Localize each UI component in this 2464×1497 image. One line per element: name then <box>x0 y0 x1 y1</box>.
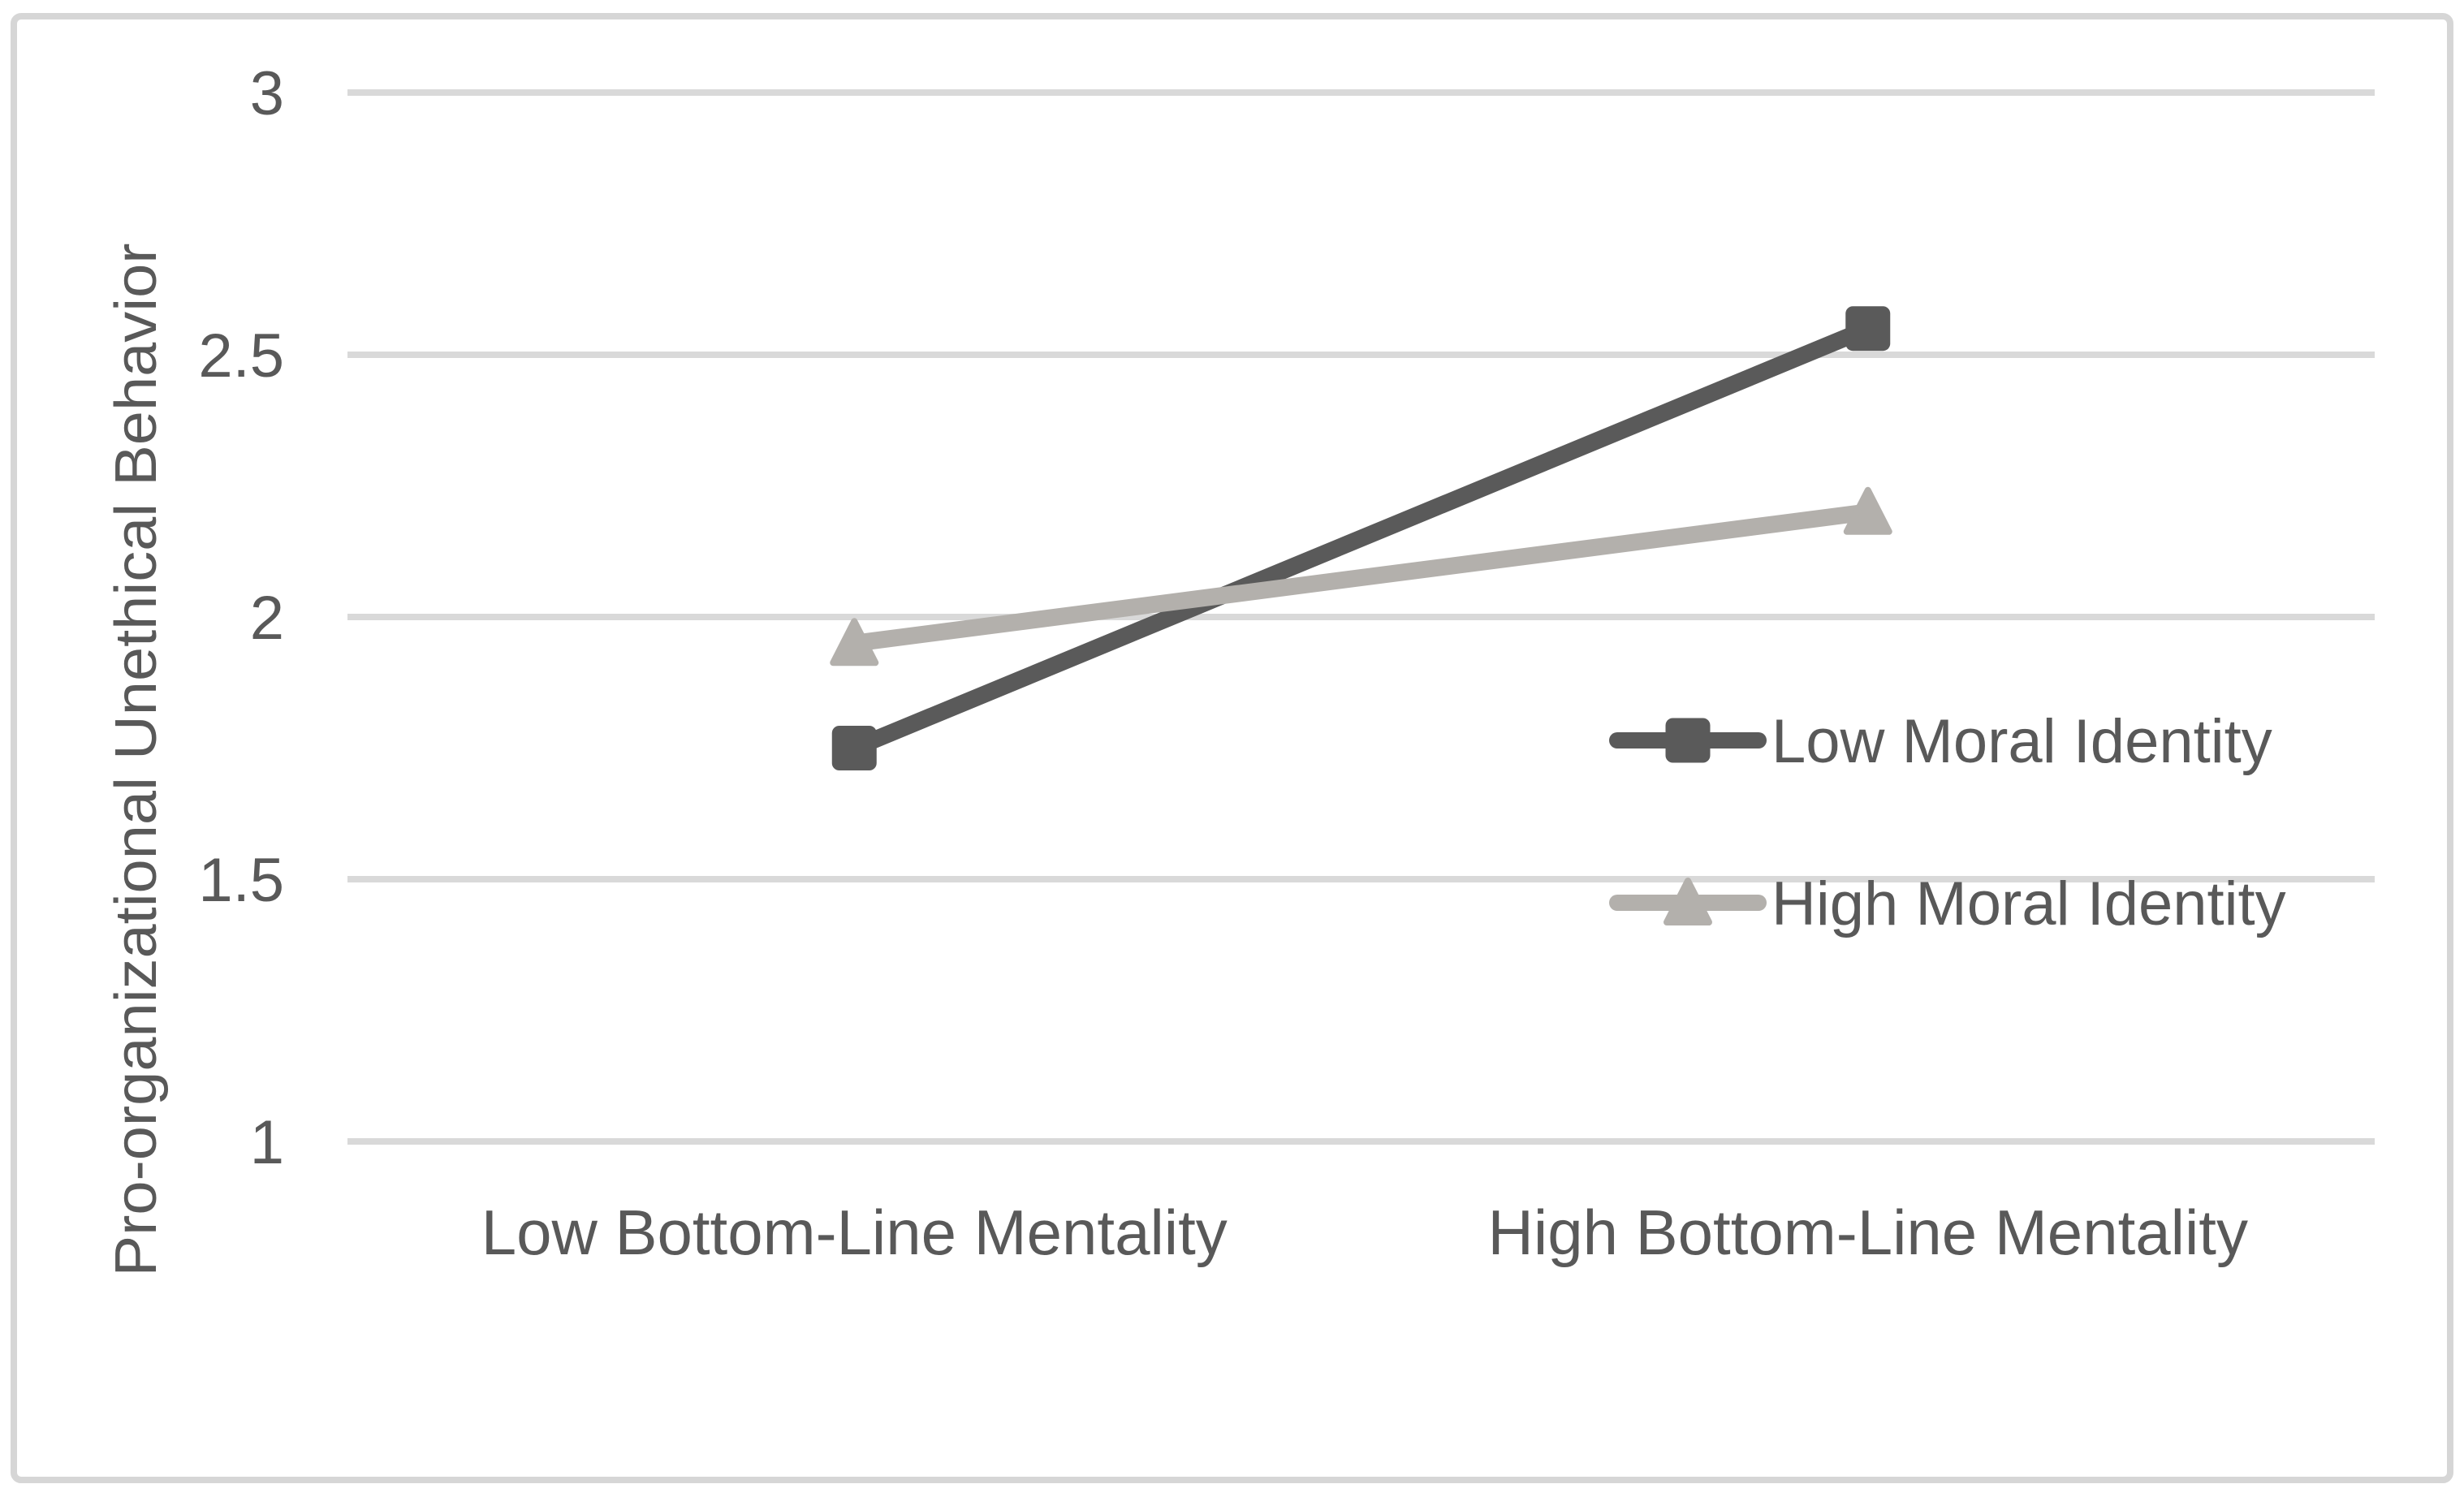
series-line <box>845 503 1877 652</box>
x-category-label: Low Bottom-Line Mentality <box>481 1197 1228 1268</box>
chart-border <box>11 13 2453 1483</box>
y-tick-label: 1.5 <box>198 846 284 915</box>
y-tick-label: 2.5 <box>198 321 284 390</box>
series-line <box>845 320 1877 757</box>
y-tick-label: 1 <box>250 1108 284 1177</box>
y-tick-label: 2 <box>250 584 284 653</box>
data-point-marker <box>831 726 877 770</box>
data-point-marker <box>830 618 879 667</box>
legend-label: Low Moral Identity <box>1771 707 2272 776</box>
data-point-marker <box>1845 306 1891 352</box>
y-axis-title: Pro-organizational Unethical Behavior <box>104 244 169 1277</box>
data-point-marker <box>1843 486 1892 535</box>
legend-marker <box>1665 718 1711 763</box>
x-category-label: High Bottom-Line Mentality <box>1488 1197 2248 1268</box>
y-tick-label: 3 <box>250 59 284 128</box>
legend-marker <box>1664 878 1712 925</box>
legend-label: High Moral Identity <box>1771 869 2286 938</box>
